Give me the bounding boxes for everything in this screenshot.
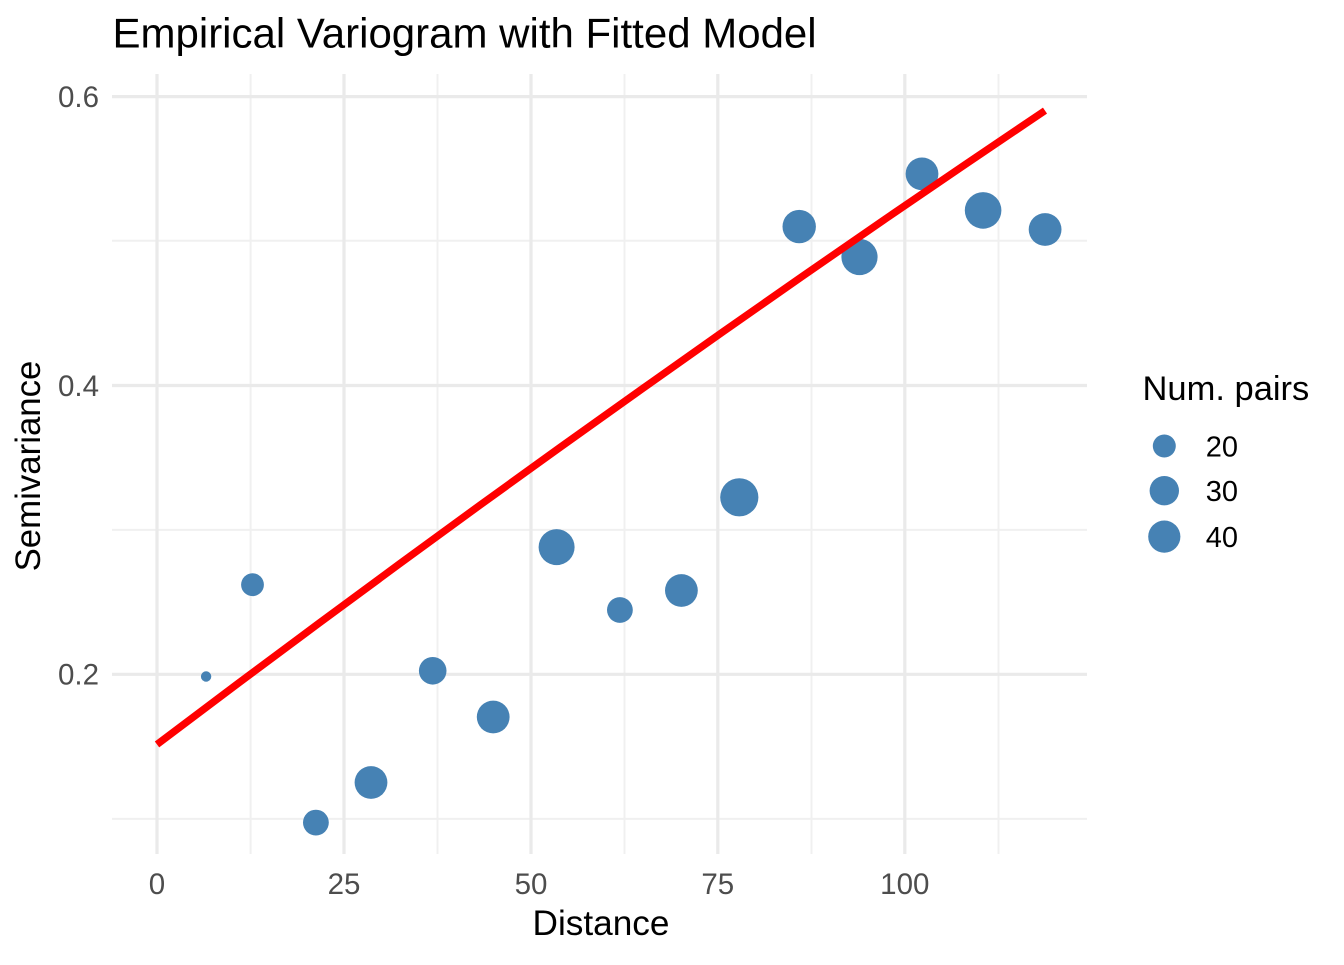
svg-text:0.6: 0.6 (58, 81, 99, 114)
svg-text:Num. pairs: Num. pairs (1143, 370, 1310, 408)
svg-text:Empirical Variogram with Fitte: Empirical Variogram with Fitted Model (113, 10, 817, 57)
svg-text:20: 20 (1206, 431, 1238, 463)
svg-text:0.4: 0.4 (58, 370, 99, 403)
svg-text:0.2: 0.2 (58, 659, 99, 692)
svg-text:50: 50 (515, 868, 548, 901)
svg-text:100: 100 (880, 868, 929, 901)
svg-text:40: 40 (1206, 522, 1238, 554)
svg-text:0: 0 (149, 868, 165, 901)
svg-text:Distance: Distance (533, 904, 670, 943)
svg-text:30: 30 (1206, 476, 1238, 508)
svg-text:75: 75 (701, 868, 734, 901)
svg-text:25: 25 (328, 868, 361, 901)
svg-text:Semivariance: Semivariance (9, 361, 48, 572)
